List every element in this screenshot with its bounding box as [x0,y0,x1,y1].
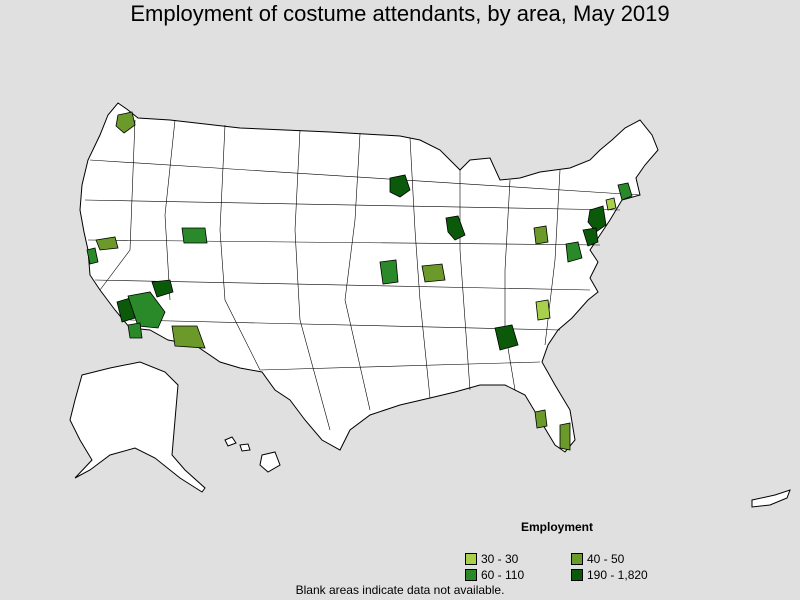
area-boundaries [84,119,641,431]
hawaii-island-3 [259,451,281,473]
area-chicago [445,215,466,241]
legend-swatch [571,569,583,581]
hawaii-island-1 [224,436,237,447]
area-seattle [115,111,136,134]
legend-label: 40 - 50 [587,552,625,566]
legend-item-40-50: 40 - 50 [571,552,624,566]
legend-label: 190 - 1,820 [587,568,648,582]
employment-areas [86,111,633,451]
map-title: Employment of costume attendants, by are… [130,1,670,26]
area-boston [617,182,633,201]
area-san-diego [127,322,143,339]
area-hartford [605,197,617,211]
legend-label: 30 - 30 [481,552,519,566]
legend-title: Employment [521,520,594,534]
legend-item-190-1820: 190 - 1,820 [571,568,648,582]
hawaii-island-2 [239,443,251,452]
area-miami [559,422,571,451]
legend-swatch [571,553,583,565]
area-st-louis [421,263,446,283]
contiguous-us-land [79,102,659,453]
alaska-land [69,361,206,493]
area-washington [565,241,583,263]
legend-label: 60 - 110 [481,568,525,582]
area-kansas-city [379,259,399,285]
area-charlotte [535,299,551,321]
area-riverside [127,291,166,329]
area-phoenix [171,325,206,349]
puerto-rico-land [751,489,791,508]
area-philadelphia [582,227,599,247]
area-atlanta [494,324,519,351]
area-new-york [587,205,607,233]
map-legend: Employment 30 - 30 40 - 50 60 - 110 190 … [460,520,680,592]
area-pittsburgh [533,225,549,245]
legend-swatch [465,569,477,581]
area-minneapolis [389,174,411,198]
area-salt-lake [181,227,208,244]
area-san-francisco [86,247,99,265]
footnote: Blank areas indicate data not available. [295,583,505,597]
legend-swatch [465,553,477,565]
legend-item-30-30: 30 - 30 [465,552,518,566]
area-sacramento [95,236,119,251]
area-las-vegas [151,279,174,298]
legend-item-60-110: 60 - 110 [465,568,524,582]
area-tampa [534,409,548,429]
